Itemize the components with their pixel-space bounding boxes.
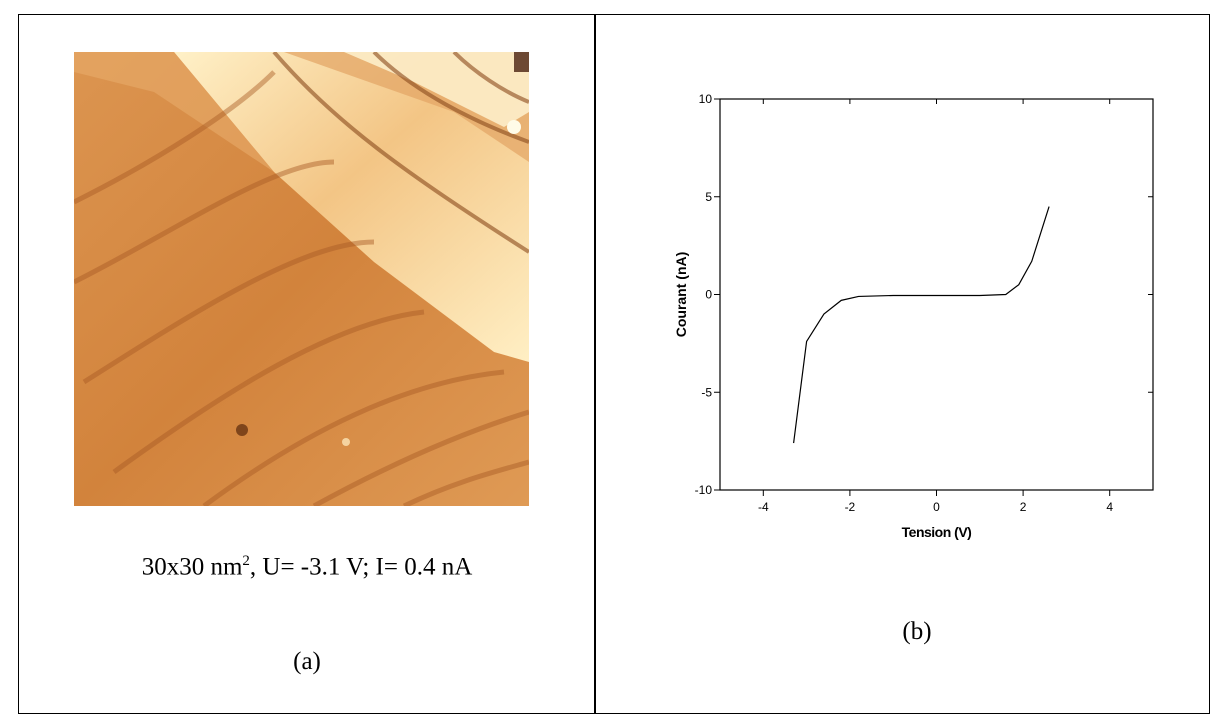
y-tick-label: -10: [695, 483, 713, 497]
panel-label: (b): [902, 618, 932, 645]
x-tick-label: 2: [1020, 500, 1027, 514]
x-axis-title: Tension (V): [902, 524, 972, 540]
plot-frame: [719, 98, 1154, 491]
x-tick-label: 0: [933, 500, 940, 514]
y-tick-label: 0: [705, 288, 712, 302]
image-caption: 30x30 nm2, U= -3.1 V; I= 0.4 nA: [18, 553, 596, 581]
y-tick-label: 5: [705, 190, 712, 204]
y-tick-label: -5: [701, 385, 712, 399]
stm-image: [74, 52, 529, 506]
caption-text: 30x30 nm: [141, 553, 243, 581]
y-tick-label: 10: [699, 92, 713, 106]
chart: -4 -2 0 2 4 -10 -5 0 5 10 Tension (V) Courant (nA): [673, 92, 1154, 540]
data-line: [793, 206, 1050, 444]
x-tick-label: 4: [1106, 500, 1113, 514]
caption-text: , U= -3.1 V; I= 0.4 nA: [249, 553, 473, 581]
caption-superscript: 2: [242, 553, 250, 569]
x-tick-label: -2: [845, 500, 856, 514]
y-axis-title: Courant (nA): [673, 252, 689, 338]
x-tick-label: -4: [758, 500, 769, 514]
panel-label: (a): [293, 648, 321, 675]
